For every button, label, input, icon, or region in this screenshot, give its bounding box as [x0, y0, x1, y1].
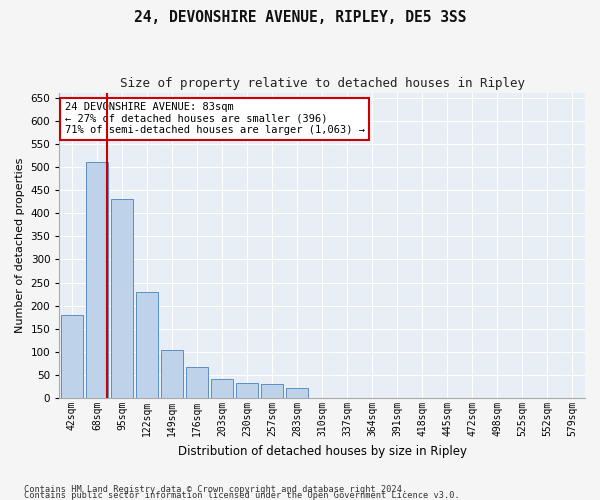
Bar	[86, 162, 108, 398]
Title: Size of property relative to detached houses in Ripley: Size of property relative to detached ho…	[119, 78, 524, 90]
Text: Contains HM Land Registry data © Crown copyright and database right 2024.: Contains HM Land Registry data © Crown c…	[24, 484, 407, 494]
Bar	[61, 315, 83, 398]
Y-axis label: Number of detached properties: Number of detached properties	[15, 158, 25, 334]
Bar	[236, 384, 259, 398]
Text: 24 DEVONSHIRE AVENUE: 83sqm
← 27% of detached houses are smaller (396)
71% of se: 24 DEVONSHIRE AVENUE: 83sqm ← 27% of det…	[65, 102, 365, 136]
Text: 24, DEVONSHIRE AVENUE, RIPLEY, DE5 3SS: 24, DEVONSHIRE AVENUE, RIPLEY, DE5 3SS	[134, 10, 466, 25]
Bar	[161, 350, 183, 398]
Text: Contains public sector information licensed under the Open Government Licence v3: Contains public sector information licen…	[24, 490, 460, 500]
Bar	[286, 388, 308, 398]
Bar	[110, 200, 133, 398]
Bar	[136, 292, 158, 398]
Bar	[261, 384, 283, 398]
Bar	[211, 378, 233, 398]
Bar	[186, 366, 208, 398]
X-axis label: Distribution of detached houses by size in Ripley: Distribution of detached houses by size …	[178, 444, 467, 458]
